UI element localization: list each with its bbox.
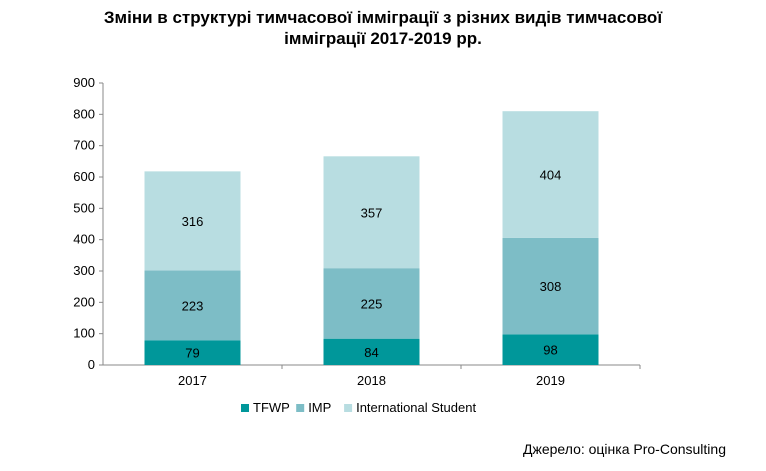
data-label: 316 [182,214,204,229]
x-tick-label: 2018 [357,373,386,388]
y-tick-label: 600 [73,169,95,184]
y-tick-label: 500 [73,200,95,215]
data-label: 223 [182,298,204,313]
legend-swatch [296,404,305,412]
bar-imp [323,268,420,339]
y-tick-label: 900 [73,75,95,90]
y-tick-label: 700 [73,138,95,153]
bar-international-student [323,156,420,269]
y-tick-label: 400 [73,232,95,247]
bar-international-student [144,171,241,271]
data-label: 357 [361,205,383,220]
data-label: 225 [361,296,383,311]
y-tick-label: 200 [73,294,95,309]
bar-imp [144,270,241,341]
data-label: 84 [364,345,378,360]
data-label: 404 [540,167,562,182]
legend-label: TFWP [253,400,290,415]
legend-swatch [344,404,353,412]
bar-tfwp [323,338,420,365]
chart-title-line-2: імміграції 2017-2019 рр. [284,29,482,48]
y-tick-label: 100 [73,326,95,341]
data-label: 308 [540,279,562,294]
chart-title-line-1: Зміни в структурі тимчасової імміграції … [103,8,663,27]
legend-label: IMP [308,400,331,415]
bar-tfwp [144,340,241,365]
legend-label: International Student [356,400,476,415]
y-tick-label: 0 [88,357,95,372]
bar-international-student [502,111,599,238]
bar-tfwp [502,334,599,365]
source-note: Джерело: оцінка Pro-Consulting [523,441,726,457]
x-tick-label: 2019 [536,373,565,388]
x-tick-label: 2017 [178,373,207,388]
legend-swatch [241,404,249,412]
chart-title: Зміни в структурі тимчасової імміграції … [40,7,726,49]
bar-imp [502,237,599,335]
y-tick-label: 300 [73,263,95,278]
data-label: 79 [185,346,199,361]
y-tick-label: 800 [73,106,95,121]
data-label: 98 [543,343,557,358]
